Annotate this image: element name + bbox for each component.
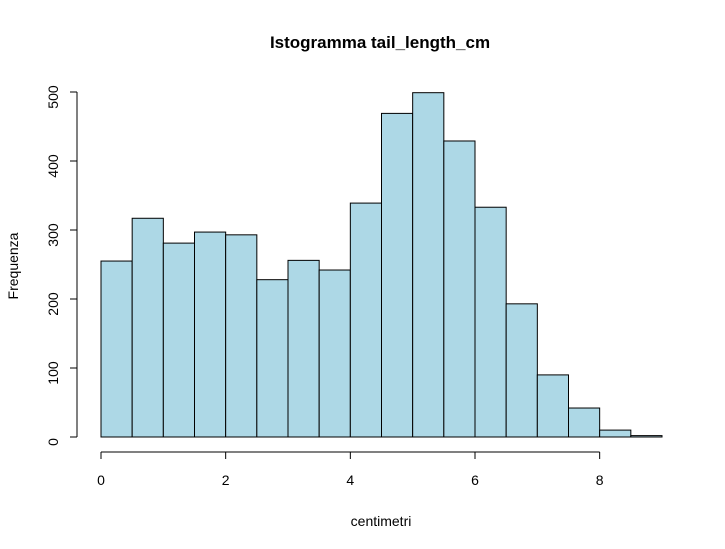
histogram-bar (194, 231, 227, 438)
histogram-bar (162, 242, 195, 438)
histogram-bar (349, 202, 383, 438)
y-tick-label: 200 (45, 292, 61, 316)
histogram-bar (443, 140, 476, 438)
x-axis-title: centimetri (351, 513, 412, 529)
histogram-bar (381, 112, 414, 438)
histogram-bar (318, 269, 351, 438)
y-tick-label: 300 (45, 223, 61, 247)
histogram-bar (256, 279, 289, 438)
x-tick-label: 4 (346, 472, 354, 488)
histogram-bar (599, 429, 632, 438)
histogram-bar (568, 407, 601, 438)
bars-group (100, 92, 663, 438)
y-axis-title: Frequenza (5, 232, 21, 299)
histogram-bar (536, 374, 569, 438)
x-tick-label: 0 (97, 472, 105, 488)
histogram-bar (505, 303, 538, 438)
histogram-bar (474, 206, 507, 438)
chart-title: Istogramma tail_length_cm (270, 33, 490, 52)
x-tick-label: 8 (596, 472, 604, 488)
y-tick-label: 100 (45, 361, 61, 385)
histogram-bar (412, 92, 445, 438)
y-tick-label: 400 (45, 154, 61, 178)
histogram-bar (131, 217, 164, 438)
x-tick-label: 2 (222, 472, 230, 488)
histogram-bar (100, 260, 133, 438)
y-tick-label: 500 (45, 85, 61, 109)
x-axis: 0 2 4 6 8 (97, 451, 604, 488)
histogram-bar (225, 234, 258, 438)
histogram-bar (630, 435, 663, 438)
y-axis: 0 100 200 300 400 500 (45, 85, 78, 446)
x-tick-label: 6 (471, 472, 479, 488)
histogram-bar (287, 259, 320, 438)
y-tick-label: 0 (45, 438, 61, 446)
